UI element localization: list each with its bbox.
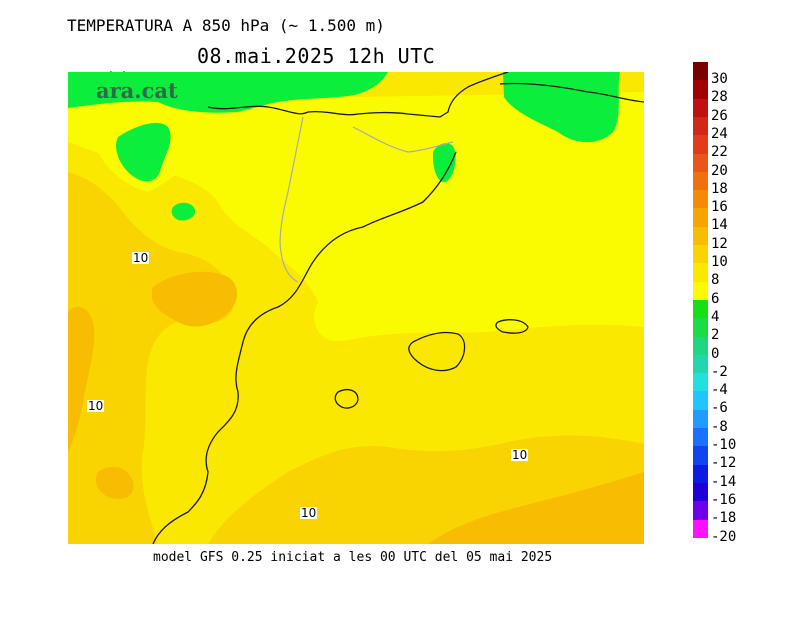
legend-label: 8 [711, 272, 720, 289]
legend-label: -2 [711, 363, 728, 380]
temp-field-4-6-ne [503, 72, 620, 143]
legend-label: 28 [711, 89, 728, 106]
legend-label: 30 [711, 71, 728, 87]
datetime-label: 08.mai.2025 12h UTC [197, 44, 436, 68]
legend-swatch [693, 281, 708, 301]
legend-label: 10 [711, 254, 728, 270]
island-ibiza [334, 389, 359, 409]
island-menorca [495, 319, 529, 334]
temp-field-12-14-se [428, 472, 644, 544]
legend-swatch [693, 208, 708, 228]
legend-swatch [693, 98, 708, 118]
contour-label: 10 [132, 251, 150, 265]
temp-field-4-6-north [68, 72, 388, 113]
legend-label: 2 [711, 327, 720, 344]
legend-label: -6 [711, 400, 728, 417]
color-scale-legend [693, 62, 709, 554]
temp-field-12-14-sw [96, 466, 134, 499]
temp-field-12-14 [68, 306, 95, 452]
legend-label: 20 [711, 162, 728, 179]
legend-swatch [693, 226, 708, 246]
legend-swatch [693, 336, 708, 356]
map-title: TEMPERATURA A 850 hPa (~ 1.500 m) [67, 16, 385, 35]
legend-label: 24 [711, 125, 728, 142]
legend-swatch [693, 153, 708, 173]
temp-field-4-6-dot [171, 202, 196, 221]
legend-label: 26 [711, 107, 728, 124]
temp-field-6-8 [68, 92, 644, 342]
legend-label: 4 [711, 308, 720, 325]
legend-swatch [693, 263, 708, 283]
legend-label: -4 [711, 382, 728, 399]
border-line [279, 116, 454, 283]
legend-swatch [693, 190, 708, 209]
legend-label: -10 [711, 437, 737, 453]
contour-label: 10 [87, 399, 105, 413]
legend-label: 18 [711, 180, 728, 197]
temperature-map [68, 72, 644, 544]
legend-swatch [693, 80, 708, 100]
legend-swatch [693, 446, 708, 466]
contour-label: 10 [300, 506, 318, 520]
island-mallorca [408, 331, 466, 372]
coastline [152, 72, 509, 544]
legend-swatch [693, 135, 708, 154]
legend-label: 14 [711, 217, 728, 234]
legend-swatch [693, 373, 708, 392]
contour-label: 10 [511, 448, 529, 462]
legend-label: -12 [711, 455, 737, 472]
legend-label: 22 [711, 144, 728, 161]
legend-swatch [693, 354, 708, 374]
temp-field-12-14-center [151, 271, 238, 327]
legend-swatch [693, 299, 708, 319]
legend-swatch [693, 391, 708, 411]
legend-label: 0 [711, 345, 720, 362]
temp-field-10-12 [68, 172, 234, 544]
legend-swatch [693, 171, 708, 191]
country-border-ne [499, 82, 644, 103]
legend-swatch [693, 519, 708, 539]
legend-label: 12 [711, 235, 728, 252]
legend-swatch [693, 482, 708, 502]
legend-swatch [693, 501, 708, 520]
legend-swatch [693, 428, 708, 447]
model-info: model GFS 0.25 iniciat a les 00 UTC del … [153, 550, 553, 565]
legend-swatch [693, 245, 708, 264]
legend-swatch [693, 409, 708, 429]
legend-label: -18 [711, 510, 737, 527]
legend-swatch [693, 464, 708, 484]
legend-label: -14 [711, 473, 737, 490]
legend-label: 6 [711, 290, 720, 307]
brand-watermark: ara.cat [96, 78, 178, 103]
legend-label: -8 [711, 418, 728, 435]
legend-swatch [693, 318, 708, 337]
legend-label: -16 [711, 491, 737, 508]
legend-label: 16 [711, 199, 728, 216]
legend-swatch [693, 62, 708, 81]
temp-field-4-6-pyrenees [432, 143, 456, 183]
temp-field-4-6-west [116, 122, 171, 182]
legend-label: -20 [711, 528, 737, 545]
legend-swatch [693, 116, 708, 136]
